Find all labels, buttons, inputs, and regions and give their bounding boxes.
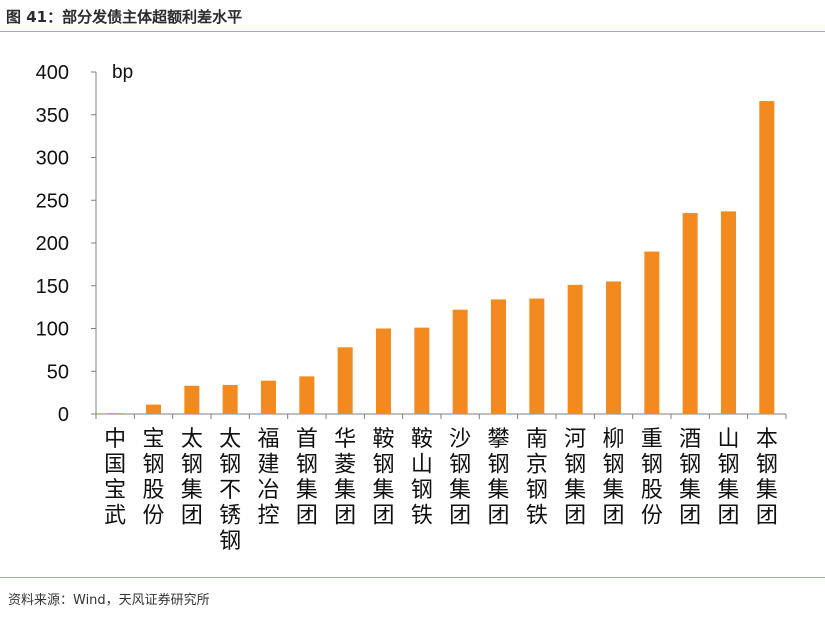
y-tick-label: 400 [36,62,69,84]
bar [261,380,276,414]
category-label: 河钢集团 [564,427,586,529]
category-label: 鞍钢集团 [372,427,394,529]
category-label: 本钢集团 [756,427,778,529]
category-label: 酒钢集团 [679,427,701,529]
y-unit-label: bp [112,62,133,83]
category-label: 山钢集团 [717,427,739,529]
figure-title: 图 41：部分发债主体超额利差水平 [6,8,243,26]
category-label: 沙钢集团 [449,427,471,529]
category-label: 太钢不锈钢 [219,427,241,554]
bar [452,309,468,414]
bar [529,298,545,414]
category-labels: 中国宝武宝钢股份太钢集团太钢不锈钢福建冶控首钢集团华菱集团鞍钢集团鞍山钢铁沙钢集… [104,427,778,554]
footer-divider [0,577,825,578]
bar [491,299,506,414]
category-label: 中国宝武 [104,427,126,529]
bar [337,347,353,414]
y-tick-label: 50 [47,361,69,383]
y-tick-label: 0 [58,404,69,426]
bar [146,404,161,414]
category-label: 鞍山钢铁 [411,427,433,529]
bar [376,328,391,414]
y-tick-label: 350 [36,105,69,127]
bar [567,284,583,414]
y-tick-label: 200 [36,233,69,255]
bar [644,251,660,414]
category-label: 南京钢铁 [526,427,548,529]
category-label: 华菱集团 [334,427,356,529]
x-axis [95,413,787,419]
bar [299,376,315,414]
source-note: 资料来源：Wind，天风证券研究所 [8,593,210,608]
bar [682,213,698,414]
bar [222,384,238,414]
category-label: 柳钢集团 [602,427,624,529]
bar [759,101,775,414]
bars [107,101,775,414]
bar-chart: 0 50 100 150 200 250 300 350 400 中国宝武宝钢股份太钢集团太钢不… [36,62,787,554]
category-label: 重钢股份 [641,427,663,529]
bar [414,327,430,414]
y-tick-label: 300 [36,148,69,170]
bar [184,385,200,414]
y-tick-label: 250 [36,190,69,212]
bar [107,413,123,414]
category-label: 福建冶控 [257,427,279,529]
category-label: 攀钢集团 [487,427,509,529]
header-divider [0,31,825,32]
bar [721,211,736,414]
category-label: 太钢集团 [181,427,203,529]
category-label: 宝钢股份 [142,427,164,529]
y-axis: 0 50 100 150 200 250 300 350 400 [36,62,97,426]
figure-header: 图 41：部分发债主体超额利差水平 [0,0,825,32]
y-tick-label: 100 [36,319,69,341]
category-label: 首钢集团 [296,427,318,529]
y-tick-label: 150 [36,276,69,298]
bar [606,281,621,414]
